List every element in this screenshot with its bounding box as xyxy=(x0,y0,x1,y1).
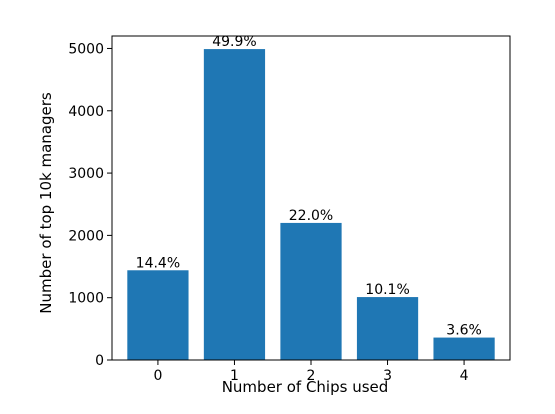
bar-0 xyxy=(127,270,189,360)
x-tick-label-2: 2 xyxy=(307,368,316,384)
bar-1 xyxy=(203,49,266,360)
x-tick-label-4: 4 xyxy=(460,368,469,384)
bar-2 xyxy=(280,222,342,360)
bars-group xyxy=(127,49,495,360)
bar-4 xyxy=(433,337,495,360)
y-tick-label-1000: 1000 xyxy=(68,291,104,307)
data-label-4: 3.6% xyxy=(446,323,482,339)
y-tick-label-3000: 3000 xyxy=(68,166,104,182)
x-axis-label: Number of Chips used xyxy=(222,378,389,396)
data-label-0: 14.4% xyxy=(136,255,180,271)
plot-frame xyxy=(111,35,511,361)
data-labels-group: 14.4% 49.9% 22.0% 10.1% 3.6% xyxy=(136,34,482,338)
data-label-2: 22.0% xyxy=(289,208,333,224)
y-axis-label: Number of top 10k managers xyxy=(37,92,55,314)
y-tick-label-0: 0 xyxy=(95,353,104,369)
y-tick-label-5000: 5000 xyxy=(68,41,104,57)
x-tick-label-1: 1 xyxy=(230,368,239,384)
y-axis: 0 1000 2000 3000 4000 5000 xyxy=(68,41,112,369)
y-tick-label-2000: 2000 xyxy=(68,228,104,244)
data-label-1: 49.9% xyxy=(212,34,256,50)
x-tick-label-0: 0 xyxy=(153,368,162,384)
data-label-3: 10.1% xyxy=(365,282,409,298)
x-axis: 0 1 2 3 4 xyxy=(153,360,469,384)
y-tick-label-4000: 4000 xyxy=(68,104,104,120)
bar-3 xyxy=(356,297,419,360)
x-tick-label-3: 3 xyxy=(383,368,392,384)
